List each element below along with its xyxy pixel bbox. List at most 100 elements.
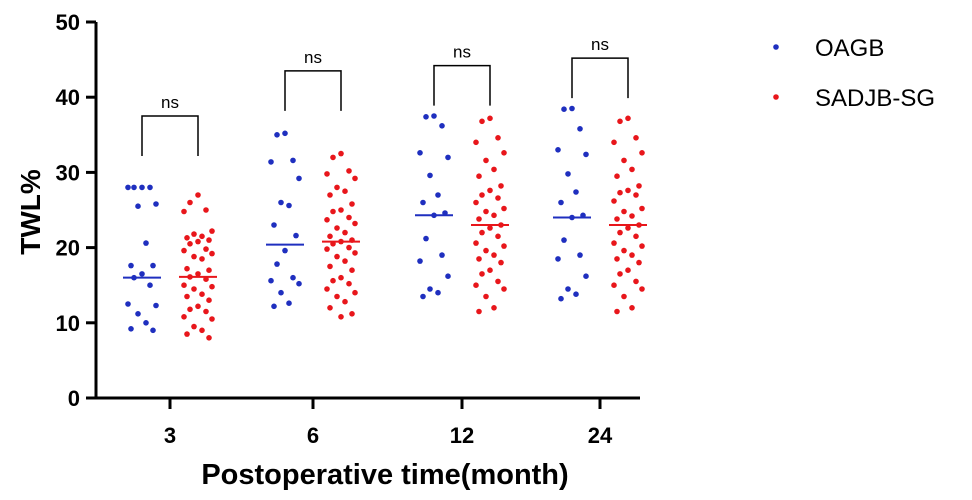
data-point-sadjb-sg <box>633 135 639 141</box>
data-point-sadjb-sg <box>501 205 507 212</box>
data-point-sadjb-sg <box>324 286 330 292</box>
data-point-sadjb-sg <box>629 252 635 258</box>
data-point-sadjb-sg <box>195 192 201 198</box>
data-point-sadjb-sg <box>187 241 193 247</box>
data-point-sadjb-sg <box>324 217 330 223</box>
x-tick-label: 24 <box>588 423 613 448</box>
data-point-oagb <box>150 262 156 269</box>
data-point-sadjb-sg <box>346 168 352 174</box>
data-point-sadjb-sg <box>483 157 489 164</box>
data-point-sadjb-sg <box>614 256 620 262</box>
data-point-oagb <box>282 130 288 137</box>
data-point-sadjb-sg <box>338 274 344 281</box>
data-point-sadjb-sg <box>181 208 187 215</box>
data-point-oagb <box>573 291 579 298</box>
y-tick-label: 50 <box>56 10 80 35</box>
data-point-oagb <box>147 184 153 191</box>
data-point-oagb <box>583 273 589 280</box>
data-point-sadjb-sg <box>639 205 645 212</box>
data-point-oagb <box>274 261 280 267</box>
data-point-sadjb-sg <box>639 286 645 292</box>
data-point-oagb <box>128 326 134 332</box>
data-point-oagb <box>143 320 149 326</box>
data-point-sadjb-sg <box>614 216 620 222</box>
data-point-sadjb-sg <box>501 150 507 156</box>
y-tick-label: 20 <box>56 236 80 261</box>
data-point-sadjb-sg <box>495 278 501 285</box>
data-point-sadjb-sg <box>195 271 201 277</box>
data-point-oagb <box>420 199 426 206</box>
data-point-sadjb-sg <box>195 303 201 310</box>
data-point-sadjb-sg <box>495 195 501 201</box>
legend-label-oagb: OAGB <box>815 35 884 62</box>
significance-label: ns <box>161 93 179 112</box>
data-point-sadjb-sg <box>349 267 355 274</box>
data-point-sadjb-sg <box>199 291 205 298</box>
data-point-sadjb-sg <box>476 216 482 222</box>
data-point-oagb <box>573 189 579 195</box>
data-point-sadjb-sg <box>479 118 485 125</box>
data-point-sadjb-sg <box>476 173 482 179</box>
x-axis-title: Postoperative time(month) <box>201 459 568 491</box>
data-point-sadjb-sg <box>203 308 209 315</box>
data-point-sadjb-sg <box>349 311 355 317</box>
data-point-sadjb-sg <box>342 188 348 194</box>
data-point-oagb <box>427 172 433 179</box>
data-point-sadjb-sg <box>203 207 209 213</box>
data-point-oagb <box>268 159 274 165</box>
data-point-sadjb-sg <box>495 135 501 141</box>
data-point-oagb <box>125 184 131 191</box>
data-point-sadjb-sg <box>191 323 197 330</box>
data-point-sadjb-sg <box>487 225 493 231</box>
data-point-sadjb-sg <box>206 267 212 274</box>
data-point-oagb <box>286 202 292 209</box>
data-point-sadjb-sg <box>334 253 340 260</box>
data-point-sadjb-sg <box>327 233 333 240</box>
data-point-oagb <box>128 262 134 269</box>
data-point-oagb <box>555 256 561 262</box>
data-point-sadjb-sg <box>479 229 485 236</box>
x-tick-label: 12 <box>450 423 474 448</box>
data-point-sadjb-sg <box>498 259 504 266</box>
data-point-sadjb-sg <box>483 247 489 254</box>
y-tick-label: 10 <box>56 311 80 336</box>
data-point-sadjb-sg <box>491 252 497 258</box>
data-point-oagb <box>423 114 429 120</box>
y-tick-label: 30 <box>56 160 80 185</box>
data-point-sadjb-sg <box>181 314 187 320</box>
data-point-sadjb-sg <box>338 314 344 320</box>
data-point-oagb <box>139 271 145 277</box>
significance-brackets: ns ns ns ns <box>141 35 629 156</box>
data-point-sadjb-sg <box>191 286 197 292</box>
legend-marker-oagb <box>773 44 779 50</box>
data-point-sadjb-sg <box>206 335 212 341</box>
y-tick-label: 40 <box>56 85 80 110</box>
data-point-sadjb-sg <box>352 175 358 182</box>
data-point-oagb <box>271 303 277 310</box>
data-point-sadjb-sg <box>611 240 617 246</box>
significance-label: ns <box>453 43 471 62</box>
data-point-oagb <box>577 252 583 258</box>
data-point-sadjb-sg <box>338 207 344 213</box>
x-tick-label: 6 <box>307 423 319 448</box>
data-point-sadjb-sg <box>352 220 358 227</box>
data-point-oagb <box>558 295 564 302</box>
data-point-sadjb-sg <box>206 237 212 243</box>
data-point-sadjb-sg <box>342 258 348 264</box>
data-point-sadjb-sg <box>199 233 205 240</box>
data-point-oagb <box>439 252 445 258</box>
data-point-sadjb-sg <box>206 297 212 304</box>
data-point-sadjb-sg <box>629 166 635 173</box>
data-point-oagb <box>293 232 299 239</box>
significance-label: ns <box>591 35 609 54</box>
data-point-oagb <box>153 201 159 207</box>
data-point-sadjb-sg <box>498 183 504 189</box>
data-point-oagb <box>417 258 423 264</box>
data-point-sadjb-sg <box>352 250 358 256</box>
data-point-sadjb-sg <box>501 243 507 249</box>
data-point-sadjb-sg <box>617 118 623 125</box>
data-point-sadjb-sg <box>617 271 623 277</box>
data-point-oagb <box>435 192 441 198</box>
data-point-sadjb-sg <box>629 305 635 311</box>
